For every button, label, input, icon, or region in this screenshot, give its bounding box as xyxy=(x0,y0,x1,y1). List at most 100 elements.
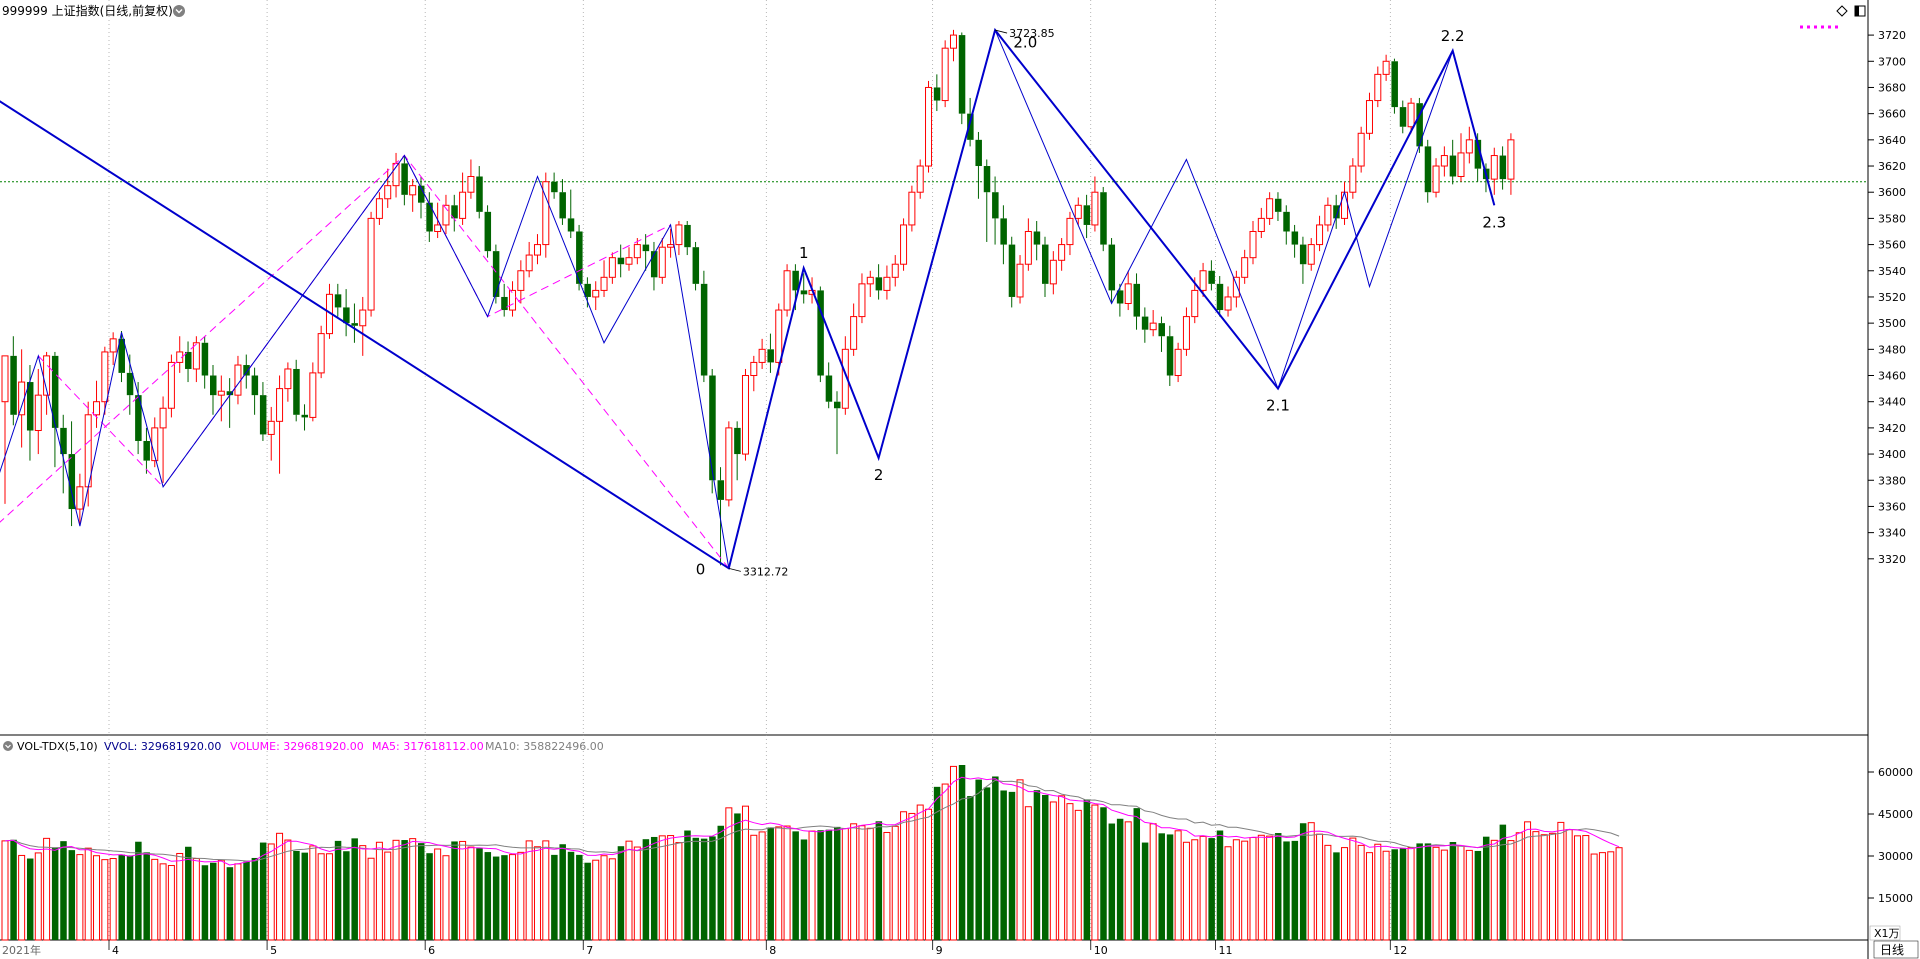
candle-body xyxy=(941,47,949,102)
volume-bar xyxy=(1124,821,1132,941)
candle-body xyxy=(1291,231,1299,245)
candle xyxy=(501,283,508,317)
svg-text:日线[interactable]: 日线 xyxy=(1880,943,1904,957)
volume-tick-label: 60000 xyxy=(1878,766,1913,779)
candle xyxy=(509,281,517,317)
candle-body xyxy=(642,244,650,252)
volume-bar xyxy=(1391,849,1398,940)
volume-bar xyxy=(375,841,383,941)
volume-bar xyxy=(925,808,933,941)
price-tick-label: 3500 xyxy=(1878,317,1906,330)
diamond-icon[interactable] xyxy=(1836,5,1848,17)
time-tick-label: 8 xyxy=(769,944,776,957)
volume-bar xyxy=(866,827,874,941)
volume-bar xyxy=(301,852,309,940)
candle-body xyxy=(684,224,691,248)
candle-body xyxy=(1241,257,1249,278)
candle-body xyxy=(992,192,999,219)
candle-body xyxy=(34,394,42,432)
candle xyxy=(908,185,916,232)
chevron-down-icon[interactable] xyxy=(173,5,185,17)
candle xyxy=(949,29,957,62)
volume-bar xyxy=(841,828,849,941)
volume-bar xyxy=(1182,841,1190,941)
candle-body xyxy=(1208,270,1215,284)
window-toggle-icon[interactable] xyxy=(1854,5,1866,17)
candle xyxy=(492,244,500,304)
candle xyxy=(1382,54,1390,81)
volume-bar xyxy=(467,846,475,941)
volume-bar xyxy=(1224,846,1232,941)
candle xyxy=(1307,238,1315,271)
candle xyxy=(958,32,966,125)
volume-tick-label: 15000 xyxy=(1878,892,1913,905)
candle xyxy=(667,228,675,258)
chart-header: 999999 上证指数(日线,前复权) xyxy=(2,3,1866,29)
candle-body xyxy=(418,185,425,203)
candle xyxy=(834,391,841,455)
candle xyxy=(418,176,425,219)
candle xyxy=(1182,307,1190,356)
candle xyxy=(1333,194,1340,229)
volume-bar xyxy=(1507,840,1515,941)
candlestick-chart xyxy=(1,29,1515,566)
candle-body xyxy=(1224,296,1232,311)
candle xyxy=(1416,97,1423,153)
volume-bar xyxy=(617,846,625,940)
candle xyxy=(625,247,633,271)
volume-bar xyxy=(542,840,550,941)
volume-bar xyxy=(309,845,317,941)
candle xyxy=(459,172,467,225)
volume-bar xyxy=(908,812,916,941)
candle-body xyxy=(1058,244,1066,261)
candle xyxy=(1224,286,1232,317)
volume-bar xyxy=(642,839,650,940)
volume-bar xyxy=(1374,843,1382,941)
candle xyxy=(734,421,741,481)
volume-bar xyxy=(267,843,275,941)
candle-body xyxy=(1266,198,1274,219)
candle xyxy=(551,172,558,199)
candle xyxy=(1266,192,1274,225)
candle xyxy=(758,338,766,369)
volume-bar xyxy=(1199,835,1207,941)
candle xyxy=(375,192,383,225)
volume-bar xyxy=(758,831,766,941)
candle-body xyxy=(1490,155,1498,180)
period-button[interactable]: 日线 xyxy=(1873,940,1919,959)
chevron-down-icon[interactable] xyxy=(3,741,13,751)
volume-bar xyxy=(51,847,59,940)
volume-bar xyxy=(750,834,758,941)
volume-bar xyxy=(551,854,558,940)
wave-line xyxy=(0,27,1496,570)
volume-bar xyxy=(284,839,292,941)
volume-bar xyxy=(967,796,974,940)
price-tick-label: 3520 xyxy=(1878,291,1906,304)
candle-body xyxy=(93,401,101,416)
volume-bar xyxy=(276,832,284,941)
candle-body xyxy=(1182,316,1190,350)
volume-bar xyxy=(409,838,417,941)
candle-body xyxy=(592,289,600,298)
volume-bar xyxy=(667,835,675,941)
candle xyxy=(467,159,475,199)
volume-bar xyxy=(692,837,700,940)
candle-body xyxy=(1407,102,1415,128)
candle-body xyxy=(210,375,217,396)
candle xyxy=(476,166,483,219)
candle-body xyxy=(1108,244,1116,291)
candle-body xyxy=(51,355,59,428)
volume-bar xyxy=(1333,852,1340,940)
volume-bar xyxy=(567,851,575,940)
volume-bar xyxy=(392,839,400,941)
volume-bar xyxy=(317,853,325,941)
candle xyxy=(992,176,999,245)
volume-bar xyxy=(26,858,34,940)
candle-body xyxy=(1174,348,1182,377)
volume-bar xyxy=(1407,847,1415,941)
candle xyxy=(109,332,117,366)
wave-label: 1 xyxy=(799,244,809,262)
candle-body xyxy=(1499,155,1507,180)
volume-bar xyxy=(1357,844,1365,941)
candle xyxy=(750,355,758,392)
